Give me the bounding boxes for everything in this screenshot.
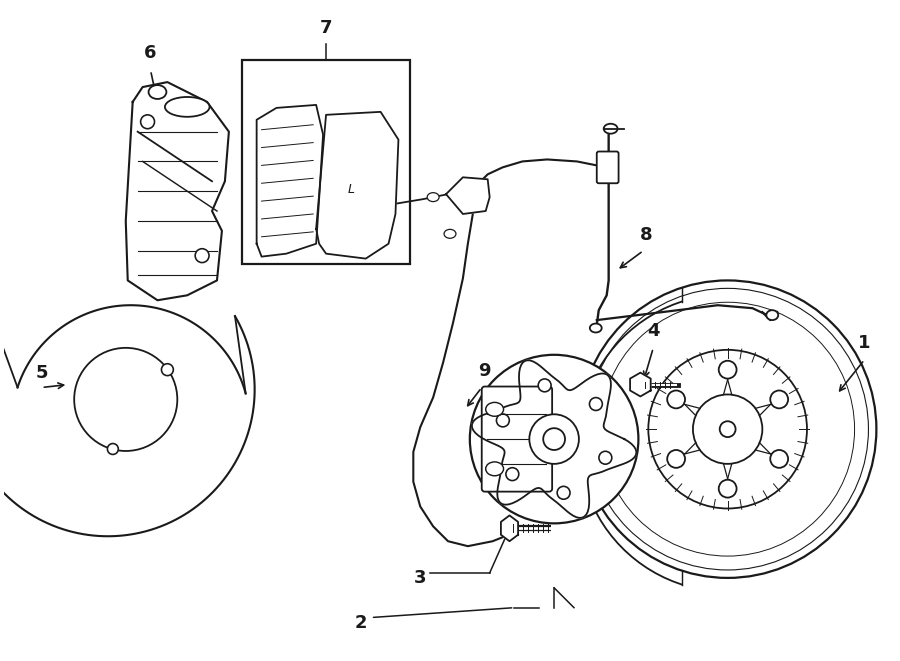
Ellipse shape <box>470 355 638 524</box>
Text: 1: 1 <box>859 334 870 352</box>
Text: 9: 9 <box>479 362 491 379</box>
Ellipse shape <box>486 403 503 416</box>
Ellipse shape <box>579 280 877 578</box>
Ellipse shape <box>195 249 209 262</box>
Ellipse shape <box>598 451 612 464</box>
Polygon shape <box>446 177 490 214</box>
Ellipse shape <box>74 348 177 451</box>
Ellipse shape <box>428 192 439 202</box>
Text: 7: 7 <box>320 19 332 38</box>
Ellipse shape <box>604 124 617 134</box>
FancyBboxPatch shape <box>597 151 618 183</box>
Text: L: L <box>347 182 355 196</box>
Ellipse shape <box>140 115 155 129</box>
Text: 6: 6 <box>144 44 157 62</box>
Ellipse shape <box>766 310 778 320</box>
Bar <box>242 60 410 264</box>
Polygon shape <box>316 112 399 258</box>
Ellipse shape <box>770 391 788 408</box>
Ellipse shape <box>557 486 570 499</box>
Text: 8: 8 <box>640 226 652 244</box>
Ellipse shape <box>529 414 579 464</box>
Ellipse shape <box>444 229 456 238</box>
Ellipse shape <box>667 450 685 468</box>
Text: 5: 5 <box>35 364 48 381</box>
Ellipse shape <box>148 85 166 99</box>
Ellipse shape <box>590 323 602 332</box>
Ellipse shape <box>107 444 118 455</box>
Ellipse shape <box>719 361 736 379</box>
Polygon shape <box>126 82 229 300</box>
Text: 3: 3 <box>414 569 427 587</box>
FancyBboxPatch shape <box>482 387 552 492</box>
Ellipse shape <box>497 414 509 427</box>
Ellipse shape <box>538 379 551 392</box>
Ellipse shape <box>486 462 503 476</box>
Ellipse shape <box>770 450 788 468</box>
Ellipse shape <box>165 97 210 117</box>
Ellipse shape <box>161 364 174 375</box>
Polygon shape <box>256 105 323 256</box>
Ellipse shape <box>667 391 685 408</box>
Polygon shape <box>0 305 255 536</box>
Polygon shape <box>472 360 636 518</box>
Text: 2: 2 <box>355 613 367 631</box>
Polygon shape <box>501 516 518 541</box>
Text: 4: 4 <box>647 322 660 340</box>
Ellipse shape <box>720 421 735 437</box>
Ellipse shape <box>590 397 602 410</box>
Polygon shape <box>630 373 651 397</box>
Ellipse shape <box>506 468 518 481</box>
Ellipse shape <box>693 395 762 464</box>
Ellipse shape <box>719 480 736 498</box>
Ellipse shape <box>544 428 565 450</box>
